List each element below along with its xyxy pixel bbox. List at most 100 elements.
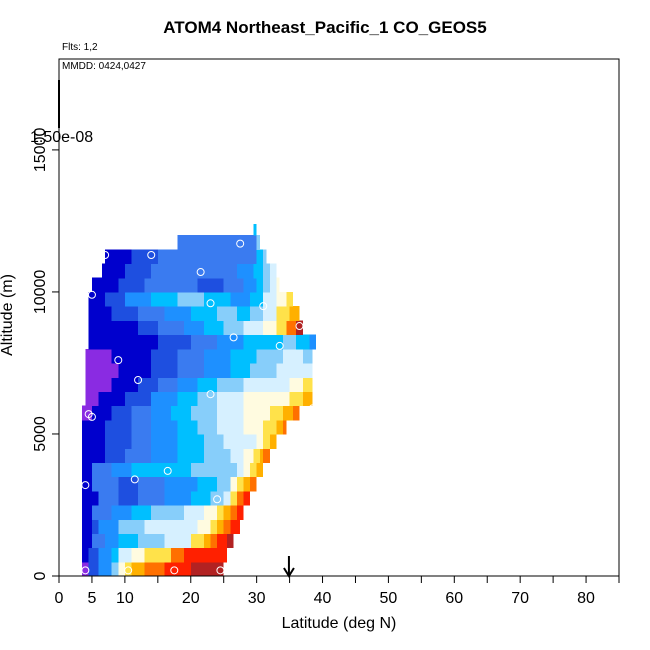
heatmap-cell bbox=[203, 433, 224, 449]
sample-point bbox=[229, 333, 238, 342]
heatmap-cell bbox=[302, 391, 313, 407]
heatmap-cell bbox=[177, 291, 204, 307]
heatmap-cell bbox=[98, 490, 119, 506]
heatmap-cell bbox=[177, 391, 198, 407]
heatmap-cell bbox=[203, 362, 231, 378]
heatmap-cell bbox=[124, 448, 152, 463]
heatmap-cell bbox=[144, 547, 158, 563]
heatmap-cell bbox=[177, 235, 211, 250]
heatmap-cell bbox=[91, 533, 106, 549]
heatmap-cell bbox=[276, 362, 297, 378]
sample-point bbox=[206, 299, 215, 308]
heatmap-cell bbox=[98, 519, 119, 534]
heatmap-cell bbox=[82, 462, 92, 478]
heatmap-cell bbox=[85, 362, 119, 378]
heatmap-cell bbox=[217, 476, 231, 492]
heatmap-cell bbox=[210, 249, 237, 265]
x-tick-label: 60 bbox=[445, 590, 463, 607]
heatmap-cell bbox=[177, 419, 198, 435]
heatmap-cell bbox=[91, 405, 112, 421]
heatmap-cell bbox=[236, 306, 251, 321]
heatmap-cell bbox=[105, 433, 132, 449]
sample-point bbox=[275, 341, 284, 350]
heatmap-cell bbox=[276, 291, 287, 307]
sample-point bbox=[87, 412, 96, 421]
heatmap-cell bbox=[171, 277, 198, 293]
heatmap-cell bbox=[171, 405, 191, 421]
heatmap-cell bbox=[292, 405, 300, 421]
heatmap-cell bbox=[184, 504, 204, 520]
heatmap-cell bbox=[236, 476, 244, 492]
heatmap-cell bbox=[151, 391, 178, 407]
heatmap-cell bbox=[190, 405, 218, 421]
heatmap-cell bbox=[243, 277, 257, 293]
heatmap-cell bbox=[309, 334, 316, 350]
heatmap-cell bbox=[85, 377, 112, 392]
heatmap-cell bbox=[223, 320, 244, 336]
heatmap-cell bbox=[184, 249, 211, 265]
heatmap-cell bbox=[88, 334, 125, 350]
heatmap-cell bbox=[190, 462, 218, 478]
heatmap-cell bbox=[82, 448, 106, 463]
heatmap-cell bbox=[111, 547, 119, 563]
heatmap-cell bbox=[118, 362, 152, 378]
heatmap-cell bbox=[263, 433, 270, 449]
heatmap-cell bbox=[276, 277, 280, 293]
heatmap-cell bbox=[197, 377, 218, 392]
heatmap-cell bbox=[144, 519, 178, 534]
x-tick-label: 30 bbox=[248, 590, 266, 607]
heatmap-cell bbox=[250, 291, 264, 307]
sample-point bbox=[87, 290, 96, 299]
heatmap-cell bbox=[88, 291, 106, 307]
heatmap-cell bbox=[302, 377, 313, 392]
heatmap-cell bbox=[243, 377, 270, 392]
heatmap-cell bbox=[223, 490, 231, 506]
heatmap-cell bbox=[111, 504, 132, 520]
heatmap-cell bbox=[243, 405, 270, 421]
heatmap-cell bbox=[250, 362, 277, 378]
heatmap-cell bbox=[91, 476, 119, 492]
heatmap-cell bbox=[302, 348, 313, 364]
heatmap-cell bbox=[276, 320, 287, 336]
latitude-marker-arrow bbox=[283, 556, 295, 578]
heatmap-cell bbox=[256, 277, 264, 293]
heatmap-cell bbox=[91, 519, 99, 534]
heatmap-cell bbox=[296, 320, 303, 336]
sample-point bbox=[308, 404, 317, 413]
heatmap-cell bbox=[105, 419, 132, 435]
dates-note: MMDD: 0424,0427 bbox=[62, 61, 146, 72]
heatmap-cell bbox=[138, 306, 165, 321]
heatmap-cells bbox=[82, 223, 316, 577]
heatmap-cell bbox=[243, 448, 254, 463]
heatmap-cell bbox=[243, 490, 251, 506]
heatmap-cell bbox=[91, 504, 112, 520]
heatmap-cell bbox=[164, 306, 191, 321]
heatmap-cell bbox=[203, 448, 231, 463]
x-tick-label: 10 bbox=[116, 590, 134, 607]
heatmap-cell bbox=[217, 306, 237, 321]
x-axis-ticks: 0 5 10 20 30 40 50 60 70 80 bbox=[55, 576, 620, 607]
heatmap-cell bbox=[82, 504, 92, 520]
heatmap-cell bbox=[227, 533, 234, 549]
heatmap-cell bbox=[105, 249, 132, 265]
heatmap-cell bbox=[243, 320, 264, 336]
heatmap-cell bbox=[283, 348, 303, 364]
heatmap-cell bbox=[236, 263, 254, 279]
heatmap-cell bbox=[118, 547, 132, 563]
heatmap-cell bbox=[210, 263, 237, 279]
heatmap-cell bbox=[283, 405, 293, 421]
sample-point bbox=[130, 475, 139, 484]
heatmap-cell bbox=[88, 320, 119, 336]
heatmap-cell bbox=[230, 490, 237, 506]
heatmap-cell bbox=[184, 320, 204, 336]
heatmap-cell bbox=[88, 561, 99, 577]
heatmap-cell bbox=[151, 348, 178, 364]
heatmap-cell bbox=[243, 334, 264, 350]
heatmap-cell bbox=[151, 504, 185, 520]
heatmap-cell bbox=[286, 320, 297, 336]
heatmap-cell bbox=[105, 533, 119, 549]
heatmap-cell bbox=[256, 235, 260, 250]
heatmap-cell bbox=[223, 504, 231, 520]
heatmap-cell bbox=[243, 419, 264, 435]
heatmap-cell bbox=[217, 533, 227, 549]
